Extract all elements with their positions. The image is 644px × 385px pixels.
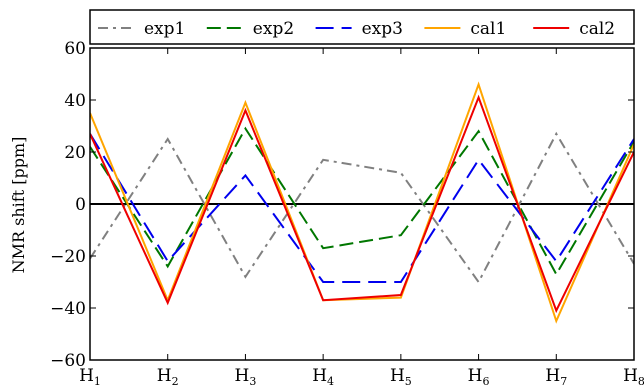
legend-label-cal2: cal2 (579, 19, 615, 39)
x-tick-label: H4 (312, 366, 334, 385)
y-axis: 60 40 20 0 −20 −40 −60 (50, 39, 634, 371)
x-tick-label: H3 (235, 366, 257, 385)
y-tick-label: 40 (64, 91, 86, 111)
series-line-cal1 (90, 81, 634, 324)
series-line-exp1 (90, 131, 634, 284)
x-tick-label: H6 (468, 366, 490, 385)
series-line-exp2 (90, 126, 634, 277)
series-line-cal2 (90, 94, 634, 314)
legend-label-exp3: exp3 (362, 19, 403, 39)
y-axis-label: NMR shift [ppm] (9, 137, 28, 274)
y-tick-label: 0 (75, 195, 86, 215)
x-tick-label: H1 (79, 366, 101, 385)
y-tick-label: 20 (64, 143, 86, 163)
legend-label-cal1: cal1 (470, 19, 506, 39)
x-tick-label: H2 (157, 366, 179, 385)
y-tick-label: 60 (64, 39, 86, 59)
y-tick-label: −60 (50, 351, 86, 371)
y-tick-label: −20 (50, 247, 86, 267)
series-line-exp3 (90, 133, 634, 283)
y-tick-label: −40 (50, 299, 86, 319)
x-tick-label: H7 (545, 366, 567, 385)
x-axis: H1 H2 H3 H4 H5 H6 H7 H8 (79, 48, 644, 385)
x-tick-label: H5 (390, 366, 412, 385)
x-tick-label: H8 (623, 366, 644, 385)
legend: exp1 exp2 exp3 cal1 cal2 (89, 9, 635, 45)
plot-area (89, 47, 635, 361)
legend-label-exp2: exp2 (253, 19, 294, 39)
legend-label-exp1: exp1 (144, 19, 185, 39)
